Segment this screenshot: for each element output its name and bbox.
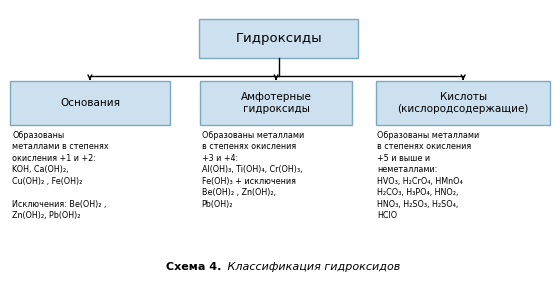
Bar <box>376 81 550 125</box>
Bar <box>200 81 352 125</box>
Text: Образованы металлами
в степенях окисления
+5 и выше и
неметаллами:
HVO₃, H₂CrO₄,: Образованы металлами в степенях окислени… <box>377 131 480 220</box>
Text: Схема 4.: Схема 4. <box>166 262 221 272</box>
Text: Образованы металлами
в степенях окисления
+3 и +4:
Al(OH)₃, Ti(OH)₄, Cr(OH)₃,
Fe: Образованы металлами в степенях окислени… <box>202 131 304 209</box>
Text: Амфотерные
гидроксиды: Амфотерные гидроксиды <box>241 92 311 114</box>
Bar <box>199 19 358 58</box>
Text: Кислоты
(кислородсодержащие): Кислоты (кислородсодержащие) <box>398 92 529 114</box>
Text: Гидроксиды: Гидроксиды <box>235 32 322 45</box>
Text: Образованы
металлами в степенях
окисления +1 и +2:
KOH, Ca(OH)₂,
Cu(OH)₂ , Fe(OH: Образованы металлами в степенях окислени… <box>12 131 109 220</box>
Text: Основания: Основания <box>60 98 120 108</box>
Text: Классификация гидроксидов: Классификация гидроксидов <box>224 262 400 272</box>
Bar <box>10 81 170 125</box>
